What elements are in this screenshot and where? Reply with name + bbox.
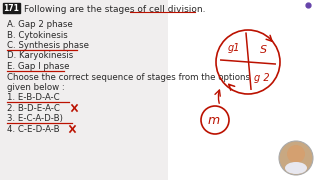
Text: B. Cytokinesis: B. Cytokinesis — [7, 30, 68, 39]
Text: 4. C-E-D-A-B: 4. C-E-D-A-B — [7, 125, 60, 134]
Text: 3. E-C-A-D-B): 3. E-C-A-D-B) — [7, 114, 63, 123]
Text: E. Gap I phase: E. Gap I phase — [7, 62, 69, 71]
Text: given below :: given below : — [7, 82, 65, 91]
Circle shape — [279, 141, 313, 175]
Text: m: m — [208, 114, 220, 127]
Text: 2. B-D-E-A-C: 2. B-D-E-A-C — [7, 104, 60, 113]
Text: A. Gap 2 phase: A. Gap 2 phase — [7, 20, 73, 29]
Text: g1: g1 — [228, 43, 240, 53]
Text: Choose the correct sequence of stages from the options: Choose the correct sequence of stages fr… — [7, 73, 250, 82]
Circle shape — [287, 145, 305, 163]
Ellipse shape — [285, 162, 307, 174]
Text: Following are the stages of cell division.: Following are the stages of cell divisio… — [24, 4, 205, 14]
Text: D. Karyokinesis: D. Karyokinesis — [7, 51, 73, 60]
Text: C. Synthesis phase: C. Synthesis phase — [7, 41, 89, 50]
Bar — [0, 0, 168, 180]
FancyBboxPatch shape — [3, 3, 20, 13]
Text: 1. E-B-D-A-C: 1. E-B-D-A-C — [7, 93, 60, 102]
Text: 171: 171 — [4, 4, 20, 13]
Text: S: S — [260, 45, 268, 55]
Text: g 2: g 2 — [254, 73, 270, 83]
